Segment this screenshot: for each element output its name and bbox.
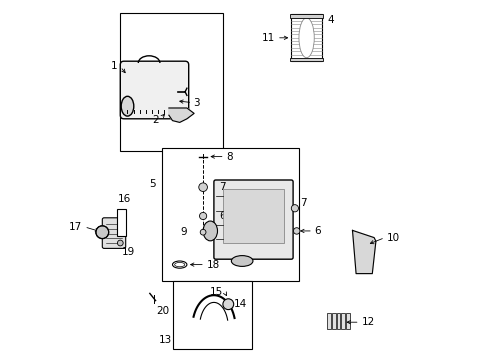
FancyBboxPatch shape xyxy=(213,180,292,259)
Bar xyxy=(346,313,349,329)
Bar xyxy=(120,13,223,151)
Bar xyxy=(336,313,340,329)
Bar xyxy=(331,313,335,329)
Polygon shape xyxy=(352,230,375,274)
Circle shape xyxy=(199,212,206,220)
Text: 9: 9 xyxy=(180,227,186,237)
Circle shape xyxy=(117,240,123,246)
Ellipse shape xyxy=(174,262,184,267)
Circle shape xyxy=(293,228,299,234)
Ellipse shape xyxy=(121,96,134,116)
Bar xyxy=(162,148,298,281)
FancyBboxPatch shape xyxy=(120,61,188,119)
Text: 5: 5 xyxy=(149,179,156,189)
Text: 7: 7 xyxy=(219,182,225,192)
Text: 18: 18 xyxy=(206,260,220,270)
Text: 7: 7 xyxy=(300,198,306,208)
Bar xyxy=(289,14,322,18)
Text: 17: 17 xyxy=(69,222,82,232)
Bar xyxy=(291,14,321,61)
Text: 8: 8 xyxy=(226,152,233,162)
Text: 16: 16 xyxy=(118,194,131,204)
Bar xyxy=(117,209,125,236)
Bar xyxy=(341,313,344,329)
Bar xyxy=(223,189,284,243)
Text: 1: 1 xyxy=(111,61,118,71)
Text: 6: 6 xyxy=(219,211,225,221)
Ellipse shape xyxy=(203,221,217,241)
Bar xyxy=(172,281,251,349)
Circle shape xyxy=(96,226,108,239)
Text: 12: 12 xyxy=(361,317,374,327)
Ellipse shape xyxy=(298,18,314,58)
Text: 3: 3 xyxy=(193,98,200,108)
Ellipse shape xyxy=(231,256,252,266)
Bar xyxy=(289,58,322,61)
Text: 15: 15 xyxy=(209,287,223,297)
Text: 20: 20 xyxy=(156,306,169,316)
Circle shape xyxy=(199,183,207,192)
Circle shape xyxy=(291,204,298,212)
Circle shape xyxy=(200,229,205,235)
Ellipse shape xyxy=(172,261,186,268)
Text: 10: 10 xyxy=(386,233,399,243)
Text: 13: 13 xyxy=(159,335,172,345)
Text: 6: 6 xyxy=(314,226,321,236)
Text: 4: 4 xyxy=(326,15,333,25)
Polygon shape xyxy=(168,108,194,122)
Text: 2: 2 xyxy=(152,114,159,125)
Bar xyxy=(326,313,330,329)
Text: 14: 14 xyxy=(233,299,246,309)
Text: 19: 19 xyxy=(121,247,134,257)
Circle shape xyxy=(223,299,233,310)
Text: 11: 11 xyxy=(261,33,275,43)
FancyBboxPatch shape xyxy=(102,218,125,248)
